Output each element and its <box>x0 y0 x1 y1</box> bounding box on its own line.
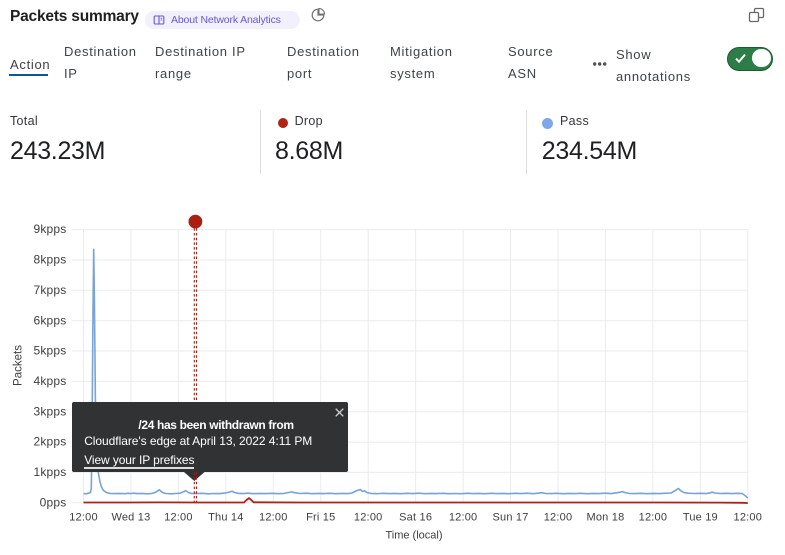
svg-text:12:00: 12:00 <box>164 511 193 523</box>
svg-text:8kpps: 8kpps <box>33 253 66 267</box>
svg-text:1kpps: 1kpps <box>33 465 66 479</box>
svg-text:Mon 18: Mon 18 <box>587 511 625 523</box>
svg-text:12:00: 12:00 <box>544 511 573 523</box>
svg-text:9kpps: 9kpps <box>33 222 66 236</box>
svg-text:7kpps: 7kpps <box>33 283 66 297</box>
svg-text:12:00: 12:00 <box>734 511 763 523</box>
svg-text:Fri 15: Fri 15 <box>306 511 335 523</box>
svg-text:Wed 13: Wed 13 <box>111 511 150 523</box>
svg-text:12:00: 12:00 <box>69 511 98 523</box>
svg-text:Sat 16: Sat 16 <box>399 511 432 523</box>
svg-text:Packets: Packets <box>13 345 25 386</box>
svg-text:Sun 17: Sun 17 <box>493 511 529 523</box>
svg-text:12:00: 12:00 <box>259 511 288 523</box>
svg-text:Tue 19: Tue 19 <box>683 511 718 523</box>
svg-text:2kpps: 2kpps <box>33 435 66 449</box>
svg-text:0pps: 0pps <box>40 495 67 509</box>
svg-text:6kpps: 6kpps <box>33 313 66 327</box>
svg-text:4kpps: 4kpps <box>33 374 66 388</box>
svg-text:12:00: 12:00 <box>354 511 383 523</box>
svg-text:Time (local): Time (local) <box>385 530 442 542</box>
svg-text:5kpps: 5kpps <box>33 344 66 358</box>
svg-text:3kpps: 3kpps <box>33 404 66 418</box>
svg-text:12:00: 12:00 <box>639 511 668 523</box>
svg-text:Thu 14: Thu 14 <box>208 511 243 523</box>
svg-text:12:00: 12:00 <box>449 511 478 523</box>
